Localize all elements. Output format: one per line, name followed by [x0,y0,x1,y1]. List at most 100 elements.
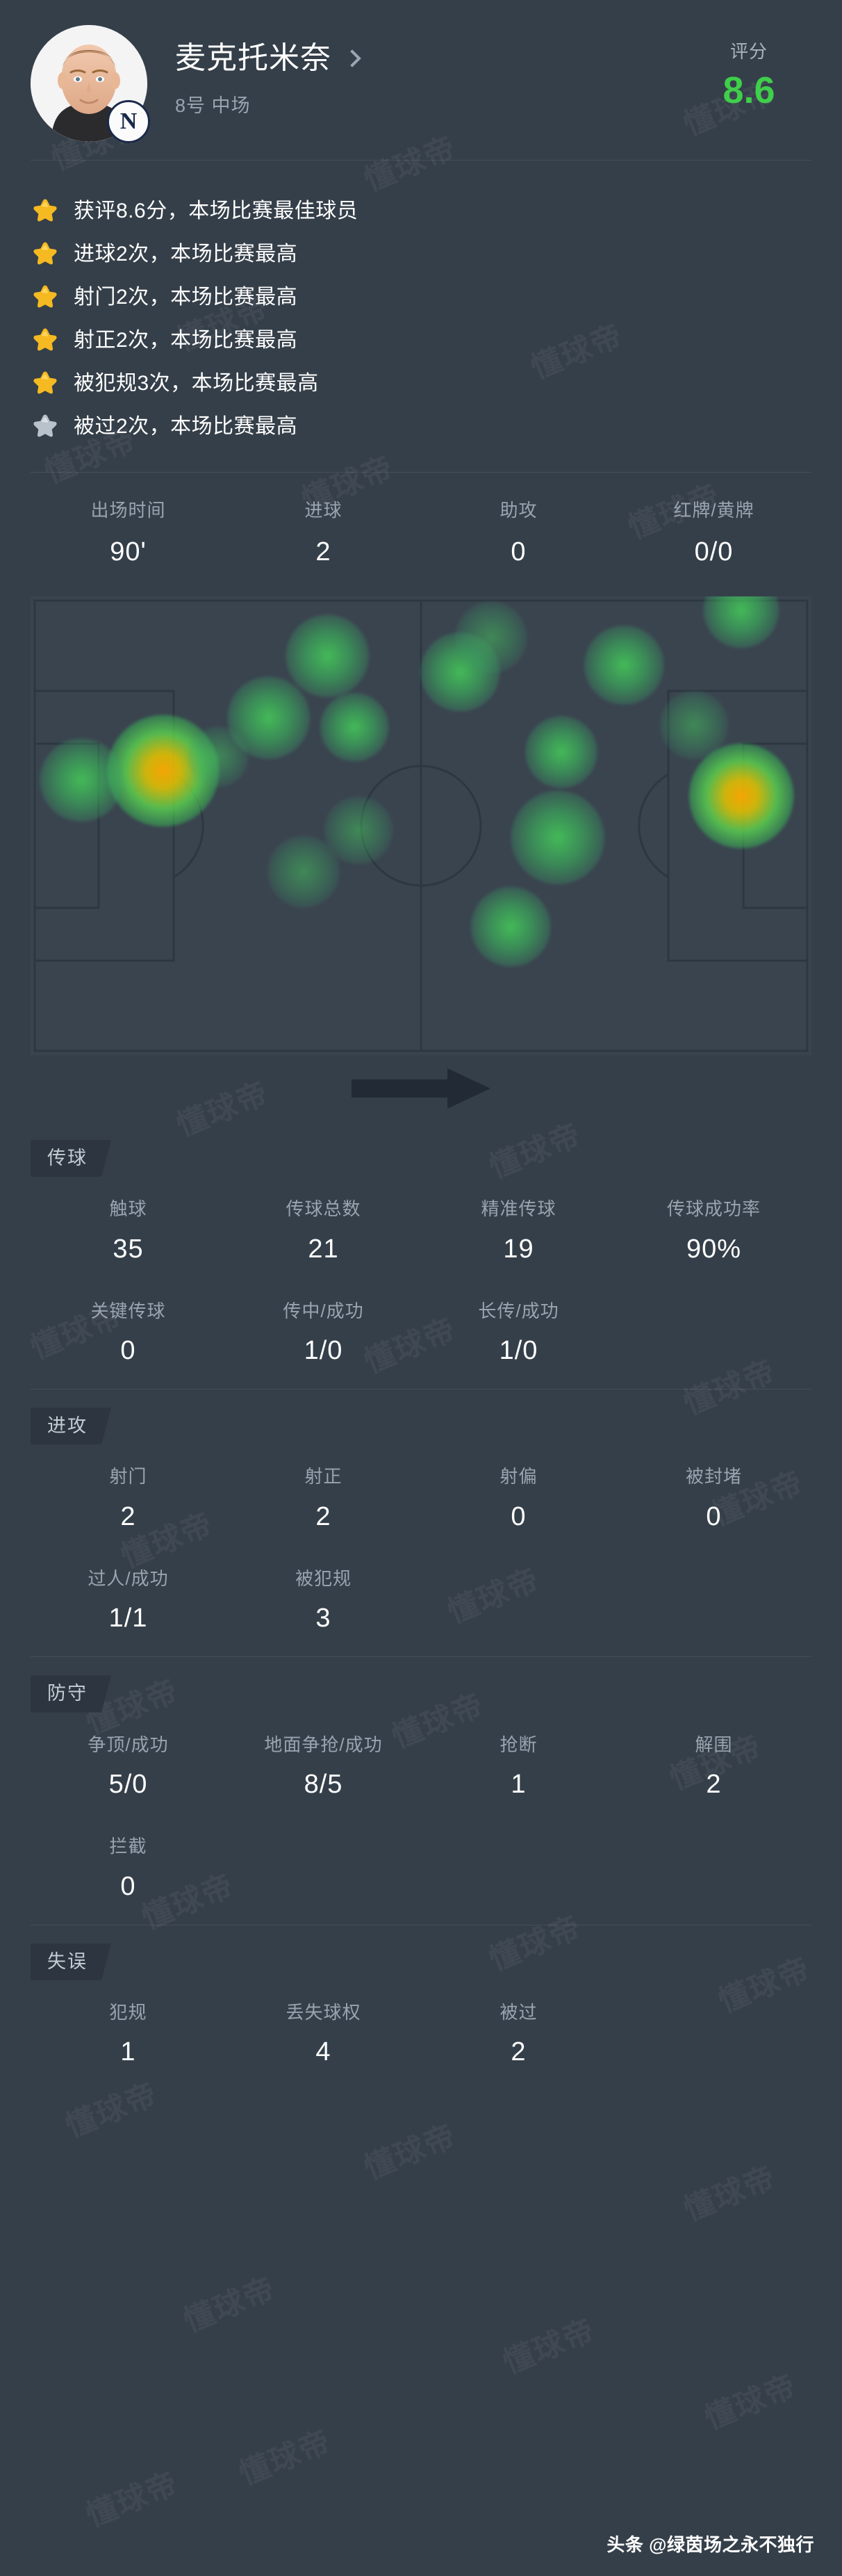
achievement-text: 被犯规3次，本场比赛最高 [74,372,319,395]
watermark-text: 懂球帝 [81,2465,183,2534]
summary-stats: 出场时间 90' 进球 2 助攻 0 红牌/黄牌 0/0 [0,473,842,591]
achievement-text: 被过2次，本场比赛最高 [74,415,298,438]
stat-cell: 传球总数 21 [226,1181,421,1283]
stat-label: 射门 [109,1466,147,1487]
achievement-item: 射门2次，本场比赛最高 [31,276,811,319]
stat-value: 0 [120,1336,136,1366]
player-number-position: 8号 中场 [175,95,251,117]
heat-blob [320,692,389,762]
section-title: 失误 [31,1943,111,1980]
stat-label: 传球成功率 [666,1198,761,1220]
stat-cell: 关键传球 0 [31,1283,226,1385]
star-gold-icon [31,197,60,226]
stat-value: 8/5 [304,1770,343,1800]
stat-value: 3 [315,1604,331,1633]
achievement-text: 射正2次，本场比赛最高 [74,329,298,352]
achievement-text: 获评8.6分，本场比赛最佳球员 [74,199,358,222]
stat-cell: 被过 2 [421,1984,616,2087]
stat-label: 争顶/成功 [88,1734,169,1755]
heat-blob [324,796,393,865]
player-identity: 麦克托米奈 8号 中场 [175,25,707,117]
stat-value: 0 [120,1871,136,1901]
watermark-text: 懂球帝 [700,2368,802,2436]
summary-stat-label: 出场时间 [90,500,166,521]
stat-label: 被过 [500,2001,538,2023]
stat-value: 2 [511,2037,527,2067]
rating-block: 评分 8.6 [707,25,811,109]
watermark-text: 懂球帝 [234,2424,336,2492]
pitch-lines-icon [33,599,809,1052]
summary-stat-cell: 进球 2 [226,496,421,567]
stat-value: 90% [686,1234,742,1264]
stat-value: 0 [706,1501,722,1531]
stat-label: 被封堵 [685,1466,742,1487]
summary-stat-value: 0 [511,537,527,566]
stat-value: 5/0 [108,1770,148,1800]
rating-label: 评分 [729,41,768,62]
stat-cell: 拦截 0 [31,1818,226,1921]
stat-label: 传中/成功 [283,1300,364,1321]
page-title: 麦克托米奈 [175,41,331,75]
achievement-text: 射门2次，本场比赛最高 [74,286,298,309]
stat-label: 丢失球权 [286,2001,361,2023]
section-title: 进攻 [31,1408,111,1445]
stat-value: 21 [308,1234,339,1264]
achievement-item: 被过2次，本场比赛最高 [31,405,811,448]
section-divider [31,1656,811,1658]
stat-value: 2 [315,1501,331,1531]
heat-blob [455,601,528,674]
player-photo-illustration [31,25,147,142]
stat-label: 触球 [109,1198,147,1220]
summary-stat-cell: 红牌/黄牌 0/0 [616,496,811,567]
stat-label: 拦截 [109,1836,147,1857]
stat-cell: 长传/成功 1/0 [421,1283,616,1385]
stat-cell: 射门 2 [31,1449,226,1551]
summary-stat-value: 90' [110,537,147,566]
heat-blob [703,596,779,649]
achievement-item: 获评8.6分，本场比赛最佳球员 [31,190,811,233]
club-badge-icon: N [107,100,150,143]
heat-blob [584,625,664,706]
stat-label: 精准传球 [481,1198,556,1220]
heat-layer [31,596,811,1055]
stat-value: 1 [120,2037,136,2067]
star-gold-icon [31,240,60,269]
star-gold-icon [31,326,60,355]
stat-cell: 抢断 1 [421,1717,616,1819]
stat-label: 射正 [304,1466,342,1487]
stat-cell: 过人/成功 1/1 [31,1551,226,1653]
heatmap [31,596,811,1122]
stat-value: 4 [315,2037,331,2067]
stat-label: 犯规 [109,2001,147,2023]
star-gold-icon [31,369,60,398]
summary-stat-value: 2 [315,537,331,566]
heat-blob [267,835,340,908]
header-divider [31,160,811,161]
stat-grid: 犯规 1 丢失球权 4 被过 2 [31,1984,811,2087]
summary-stat-value: 0/0 [694,537,734,566]
stat-value: 1/0 [304,1336,343,1366]
pitch [31,596,811,1055]
stat-cell: 解围 2 [616,1717,811,1819]
heat-blob [286,614,369,698]
achievement-list: 获评8.6分，本场比赛最佳球员 进球2次，本场比赛最高 射门2次，本场比赛最高 射正2… [0,161,842,472]
summary-stat-label: 红牌/黄牌 [673,500,754,521]
stat-cell: 犯规 1 [31,1984,226,2087]
heat-blob [688,743,794,849]
star-silver-icon [31,412,60,441]
stat-value: 19 [503,1234,534,1264]
stat-cell: 传中/成功 1/0 [226,1283,421,1385]
stat-cell: 射偏 0 [421,1449,616,1551]
avatar[interactable]: N [31,25,150,143]
stat-cell: 争顶/成功 5/0 [31,1717,226,1819]
stat-cell: 触球 35 [31,1181,226,1283]
stat-cell: 射正 2 [226,1449,421,1551]
stat-label: 被犯规 [295,1567,352,1589]
stat-label: 长传/成功 [478,1300,559,1321]
section-title: 传球 [31,1140,111,1177]
chevron-right-icon[interactable] [342,49,361,67]
stat-cell: 被封堵 0 [616,1449,811,1551]
footer-credit: 头条 @绿茵场之永不独行 [606,2534,814,2555]
stat-grid: 争顶/成功 5/0 地面争抢/成功 8/5 抢断 1 解围 2 拦截 0 [31,1717,811,1921]
stat-cell: 被犯规 3 [226,1551,421,1653]
